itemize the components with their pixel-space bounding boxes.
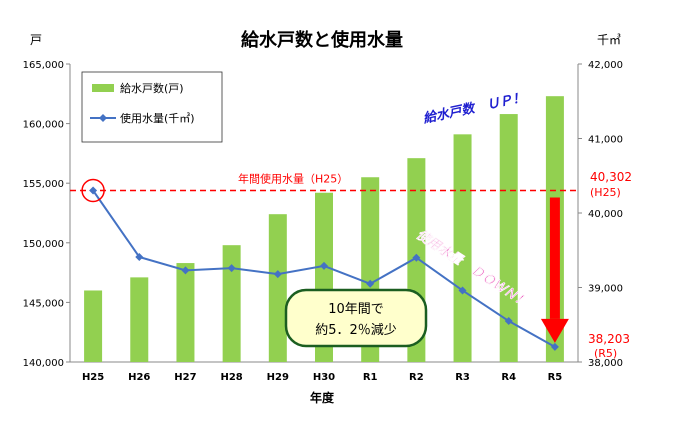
right-tick-label: 39,000 (588, 284, 623, 295)
reduction-callout: 10年間で 約5．2％減少 (284, 288, 428, 348)
line-point (504, 317, 513, 326)
line-point (550, 342, 559, 351)
end-period-label: (R5) (594, 347, 617, 360)
legend: 給水戸数(戸) 使用水量(千㎥) (81, 71, 223, 143)
x-tick-label: H28 (220, 372, 242, 383)
bar (130, 277, 149, 362)
end-value-label: 38,203 (588, 332, 630, 346)
chart-title: 給水戸数と使用水量 (241, 29, 403, 51)
line-point (412, 253, 421, 262)
line-point (227, 264, 236, 273)
x-tick-label: H30 (313, 372, 335, 383)
line-point (320, 261, 328, 270)
x-tick-label: R1 (363, 372, 378, 383)
left-axis: 140,000 145,000 150,000 155,000 160,000 165,0… (23, 60, 70, 369)
reference-line-label: 年間使用水量（H25） (238, 172, 348, 186)
left-tick-label: 150,000 (23, 239, 64, 250)
start-period-label: (H25) (590, 186, 621, 199)
legend-line-marker (99, 114, 107, 122)
x-tick-label: R3 (455, 372, 470, 383)
down-arrow-shaft (549, 197, 560, 319)
right-tick-label: 40,000 (588, 209, 623, 220)
left-tick-label: 165,000 (23, 60, 64, 71)
left-axis-unit: 戸 (30, 33, 42, 47)
bar (84, 290, 103, 362)
bar (499, 114, 518, 363)
callout-line-2: 約5．2％減少 (315, 322, 397, 338)
right-axis: 38,000 39,000 40,000 41,000 42,000 (578, 60, 623, 369)
line-point (89, 186, 98, 195)
line-point (273, 270, 282, 279)
legend-line-label: 使用水量(千㎥) (120, 112, 195, 125)
line-point (366, 279, 375, 288)
start-value-label: 40,302 (590, 170, 632, 184)
bar (453, 134, 472, 362)
callout-line-1: 10年間で (328, 302, 384, 317)
x-tick-label: R5 (548, 372, 563, 383)
down-arrow-head (540, 318, 569, 343)
legend-bar-label: 給水戸数(戸) (120, 81, 184, 95)
left-tick-label: 145,000 (23, 298, 64, 309)
left-tick-label: 155,000 (23, 179, 64, 190)
left-tick-label: 140,000 (23, 358, 64, 369)
left-tick-label: 160,000 (23, 120, 64, 131)
legend-bar-swatch (92, 84, 114, 92)
line-point (458, 286, 467, 295)
x-tick-label: R2 (409, 372, 424, 383)
bar (222, 245, 241, 362)
line-point (181, 266, 190, 275)
line-point (135, 252, 144, 261)
start-highlight-circle (81, 178, 105, 203)
bar (176, 263, 195, 362)
x-tick-label: H27 (174, 372, 196, 383)
right-tick-label: 38,000 (588, 358, 623, 369)
bar (268, 214, 287, 362)
x-tick-label: H29 (267, 372, 289, 383)
x-axis: H25 H26 H27 H28 H29 H30 R1 R2 R3 R4 R5 (82, 372, 562, 383)
line-series (89, 186, 559, 351)
x-tick-label: R4 (501, 372, 516, 383)
x-axis-label: 年度 (310, 390, 335, 405)
right-axis-unit: 千㎥ (597, 33, 621, 47)
right-tick-label: 42,000 (588, 60, 623, 71)
x-tick-label: H26 (128, 372, 150, 383)
x-tick-label: H25 (82, 372, 104, 383)
right-tick-label: 41,000 (588, 135, 623, 146)
